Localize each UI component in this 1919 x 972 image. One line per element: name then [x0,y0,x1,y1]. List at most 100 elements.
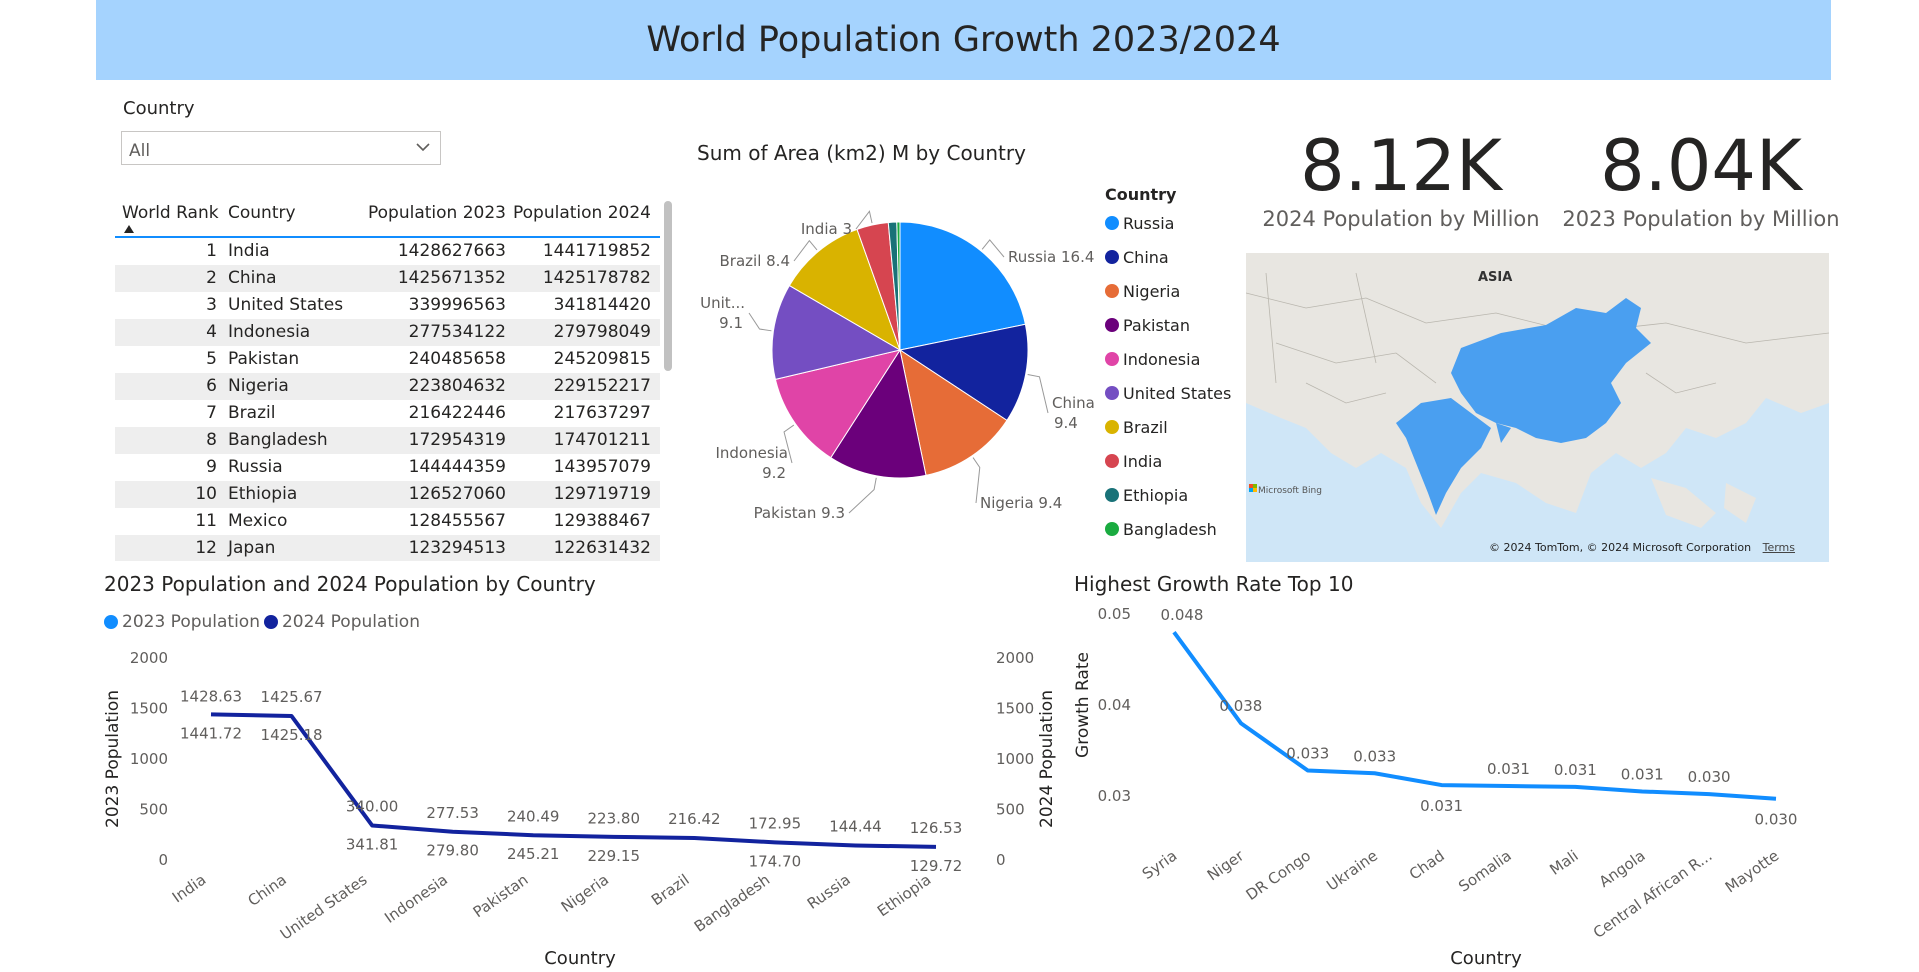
table-row[interactable]: 4 Indonesia 277534122 279798049 [115,319,660,346]
pie-leader-line [1027,374,1049,414]
pie-leader-line [848,477,877,514]
population-chart-legend: 2023 Population 2024 Population [104,612,420,632]
cell-country: Mexico [228,511,288,531]
pie-leader-line [783,424,795,464]
pie-legend-item[interactable]: Nigeria [1105,274,1231,308]
column-header-population-2023[interactable]: Population 2023 [368,203,506,223]
pie-slice-bangladesh [896,221,901,351]
pie-legend-item[interactable]: Pakistan [1105,308,1231,342]
data-label-2024: 174.70 [749,852,802,870]
legend-dot [1105,454,1119,468]
kpi-2023-label: 2023 Population by Million [1562,207,1840,231]
pie-legend-item[interactable]: Indonesia [1105,342,1231,376]
map-attribution: © 2024 TomTom, © 2024 Microsoft Corporat… [1489,541,1795,554]
country-slicer-dropdown[interactable]: All [121,131,441,165]
legend-label: United States [1123,383,1232,403]
kpi-card-2023: 8.04K 2023 Population by Million [1551,125,1851,231]
table-row[interactable]: 11 Mexico 128455567 129388467 [115,508,660,535]
x-axis-tick-label: Pakistan [470,871,532,922]
cell-population-2023: 128455567 [408,511,506,531]
pie-data-label: Russia 16.4 [1008,248,1094,266]
asia-map[interactable]: ASIA Microsoft Bing © 2024 TomTom, © 202… [1246,253,1829,562]
cell-population-2023: 339996563 [408,295,506,315]
cell-population-2024: 229152217 [553,376,651,396]
cell-rank: 5 [206,349,217,369]
sort-ascending-icon [124,225,134,233]
data-label-2024: 279.80 [426,842,479,860]
cell-rank: 6 [206,376,217,396]
x-axis-tick-label: Somalia [1455,847,1514,896]
report-header: World Population Growth 2023/2024 [96,0,1831,80]
y-axis-tick-label: 500 [139,801,168,819]
table-row[interactable]: 2 China 1425671352 1425178782 [115,265,660,292]
legend-label: Pakistan [1123,315,1190,335]
pie-data-label-value: 9.1 [719,314,743,332]
x-axis-tick-label: Syria [1139,847,1180,884]
column-header-world-rank[interactable]: World Rank [122,203,219,223]
pie-slice-brazil [788,228,901,352]
pie-leader-line [855,210,873,230]
pie-data-label-value: 9.2 [762,464,786,482]
growth-rate-line-chart: 0.03 0.04 0.05 0.048 0.038 0.033 0.033 0.031 0.0… [1073,605,1798,969]
pie-leader-line [748,312,772,332]
cell-country: Indonesia [228,322,311,342]
table-row[interactable]: 1 India 1428627663 1441719852 [115,238,660,265]
pie-legend-item[interactable]: Russia [1105,206,1231,240]
y2-axis-title: 2024 Population [1037,690,1056,828]
table-row[interactable]: 6 Nigeria 223804632 229152217 [115,373,660,400]
population-chart-title: 2023 Population and 2024 Population by C… [104,572,596,596]
table-row[interactable]: 10 Ethiopia 126527060 129719719 [115,481,660,508]
china-highlight [1451,298,1651,443]
x-axis-tick-label: Russia [804,871,854,913]
pie-legend-item[interactable]: Bangladesh [1105,512,1231,546]
cell-population-2024: 279798049 [553,322,651,342]
pie-legend-items: Russia China Nigeria Pakistan Indonesia Unite… [1105,206,1231,546]
pie-legend-item[interactable]: Brazil [1105,410,1231,444]
pie-legend-item[interactable]: India [1105,444,1231,478]
legend-dot [1105,284,1119,298]
pie-legend-item[interactable]: China [1105,240,1231,274]
x-axis-tick-label: Ethiopia [874,871,934,921]
column-header-country[interactable]: Country [228,203,296,223]
x-axis-tick-label: Brazil [648,871,693,910]
table-row[interactable]: 9 Russia 144444359 143957079 [115,454,660,481]
y2-axis-tick-label: 1000 [996,750,1034,768]
map-terms-link[interactable]: Terms [1762,541,1795,554]
x-axis-title: Country [544,948,616,969]
table-row[interactable]: 12 Japan 123294513 122631432 [115,535,660,561]
pie-leader-line [972,457,981,504]
pie-legend-item[interactable]: United States [1105,376,1231,410]
legend-dot [1105,352,1119,366]
table-body: 1 India 1428627663 1441719852 2 China 14256713… [115,238,660,561]
y-axis-tick-label: 2000 [130,649,168,667]
cell-rank: 3 [206,295,217,315]
x-axis-tick-label: Niger [1204,846,1248,884]
x-axis-tick-label: Nigeria [558,871,612,917]
data-label-2024: 229.15 [588,847,641,865]
legend-dot-2023 [104,615,118,629]
pie-data-label: Unit... [700,294,745,312]
growth-chart-title: Highest Growth Rate Top 10 [1074,572,1354,596]
y-axis-tick-label: 0.03 [1098,787,1131,805]
pie-data-label: Brazil 8.4 [720,252,790,270]
table-row[interactable]: 3 United States 339996563 341814420 [115,292,660,319]
table-scrollbar[interactable] [664,201,672,371]
table-row[interactable]: 7 Brazil 216422446 217637297 [115,400,660,427]
pie-slice-russia [899,221,1026,351]
pie-legend-item[interactable]: Ethiopia [1105,478,1231,512]
x-axis-tick-label: Bangladesh [691,871,773,936]
cell-population-2023: 1425671352 [397,268,506,288]
legend-label: Indonesia [1123,349,1201,369]
x-axis-title: Country [1450,948,1522,969]
legend-dot [1105,386,1119,400]
cell-rank: 2 [206,268,217,288]
pie-chart-title: Sum of Area (km2) M by Country [697,141,1026,165]
legend-label: Nigeria [1123,281,1181,301]
x-axis-tick-label: DR Congo [1243,847,1314,905]
column-header-population-2024[interactable]: Population 2024 [513,203,651,223]
table-row[interactable]: 5 Pakistan 240485658 245209815 [115,346,660,373]
table-row[interactable]: 8 Bangladesh 172954319 174701211 [115,427,660,454]
data-label-2023: 277.53 [426,804,479,822]
data-label-growth-rate: 0.030 [1755,811,1798,829]
kpi-2024-value: 8.12K [1300,125,1502,207]
